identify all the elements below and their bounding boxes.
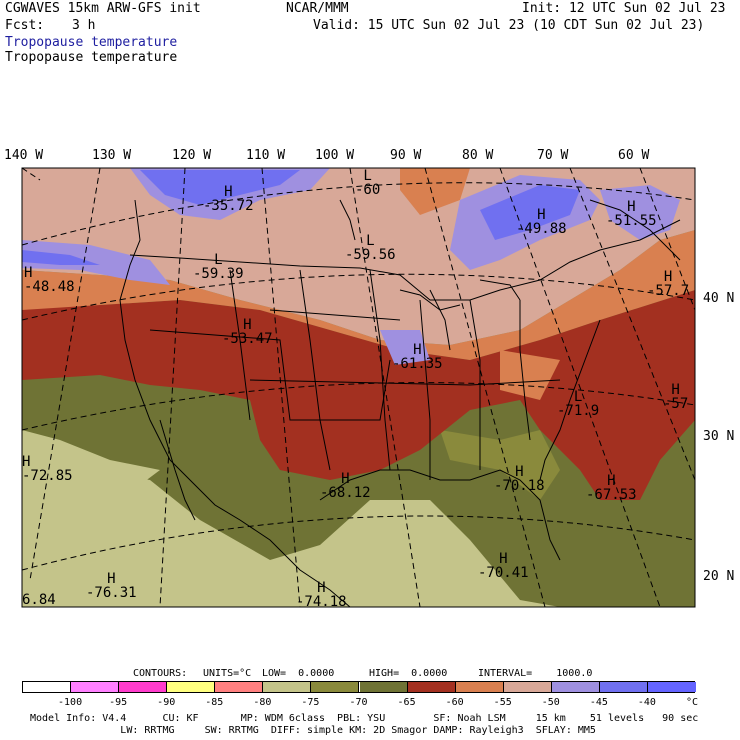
color-swatch (647, 682, 696, 692)
map-frame (21, 167, 696, 608)
color-swatch (455, 682, 504, 692)
high-marker: H -70.18 (494, 464, 545, 494)
lat-label-20n: 20 N (703, 569, 735, 584)
color-swatch (311, 682, 360, 692)
lon-label-110w: 110 W (246, 148, 286, 163)
low-marker: L -59.39 (193, 252, 244, 282)
coastlines-borders (119, 199, 681, 607)
color-scale-label: -75 (301, 697, 320, 708)
color-scale-label: -40 (637, 697, 656, 708)
model-info-line1: Model Info: V4.4 CU: KF MP: WDM 6class P… (30, 713, 699, 724)
low-marker: L -60 (355, 168, 381, 198)
high-value: HIGH= 0.0000 (369, 668, 448, 679)
high-marker: H -68.12 (320, 471, 371, 501)
lat-label-30n: 30 N (703, 429, 735, 444)
color-swatch (263, 682, 312, 692)
high-marker: H -72.85 (22, 454, 73, 484)
shaded-field (22, 168, 695, 607)
color-swatch (359, 682, 408, 692)
color-swatch (551, 682, 600, 692)
color-scale-label: -65 (397, 697, 416, 708)
model-title: CGWAVES 15km ARW-GFS init (5, 1, 201, 16)
low-value: LOW= 0.0000 (262, 668, 335, 679)
color-scale-bar (22, 681, 696, 693)
lat-label-40n: 40 N (703, 291, 735, 306)
color-scale-label: -45 (589, 697, 608, 708)
color-swatch (119, 682, 168, 692)
valid-time: Valid: 15 UTC Sun 02 Jul 23 (10 CDT Sun … (313, 18, 705, 33)
high-marker: H -49.88 (516, 207, 567, 237)
graticule (21, 167, 696, 608)
shaded-field-title: Tropopause temperature (5, 35, 178, 50)
lon-label-90w: 90 W (390, 148, 422, 163)
color-swatch (503, 682, 552, 692)
high-marker: H -53.47 (222, 317, 273, 347)
color-scale-label: -55 (493, 697, 512, 708)
high-marker: H -70.41 (478, 551, 529, 581)
color-scale-label: -50 (541, 697, 560, 708)
color-scale-label: -90 (157, 697, 176, 708)
organization-label: NCAR/MMM (286, 1, 349, 16)
interval-value: INTERVAL= 1000.0 (478, 668, 593, 679)
model-info-line2: LW: RRTMG SW: RRTMG DIFF: simple KM: 2D … (30, 725, 596, 736)
lon-label-70w: 70 W (537, 148, 569, 163)
color-scale-label: -100 (58, 697, 83, 708)
high-marker: H -61.35 (392, 342, 443, 372)
color-swatch (215, 682, 264, 692)
lon-label-100w: 100 W (315, 148, 355, 163)
lon-label-120w: 120 W (172, 148, 212, 163)
color-scale-label: -60 (445, 697, 464, 708)
value-label: 6.84 (22, 592, 56, 608)
low-marker: L -71.9 (557, 389, 600, 419)
high-marker: H -74.18 (296, 580, 347, 610)
units-label: UNITS=°C (203, 668, 252, 679)
color-scale-label: -95 (109, 697, 128, 708)
color-swatch (599, 682, 648, 692)
high-marker: H -76.31 (86, 571, 137, 601)
color-swatch (167, 682, 216, 692)
high-marker: H -35.72 (203, 184, 254, 214)
low-marker: L -59.56 (345, 233, 396, 263)
lon-label-130w: 130 W (92, 148, 132, 163)
high-marker: H -51.55 (606, 199, 657, 229)
forecast-label: Fcst: (5, 18, 45, 33)
init-time: Init: 12 UTC Sun 02 Jul 23 (522, 1, 726, 16)
forecast-hour: 3 h (72, 18, 96, 33)
high-marker: H -48.48 (24, 265, 75, 295)
high-marker: H -57 (663, 382, 689, 412)
color-swatch (407, 682, 456, 692)
contour-field-title: Tropopause temperature (5, 50, 178, 65)
lon-label-60w: 60 W (618, 148, 650, 163)
color-scale-label: -80 (253, 697, 272, 708)
color-scale-label: °C (685, 697, 699, 708)
lon-label-80w: 80 W (462, 148, 494, 163)
color-swatch (71, 682, 120, 692)
lon-label-140w: 140 W (4, 148, 44, 163)
color-swatch (23, 682, 72, 692)
color-scale-label: -85 (205, 697, 224, 708)
color-scale-label: -70 (349, 697, 368, 708)
contours-label: CONTOURS: (133, 668, 188, 679)
high-marker: H -57.7 (647, 269, 690, 299)
high-marker: H -67.53 (586, 473, 637, 503)
